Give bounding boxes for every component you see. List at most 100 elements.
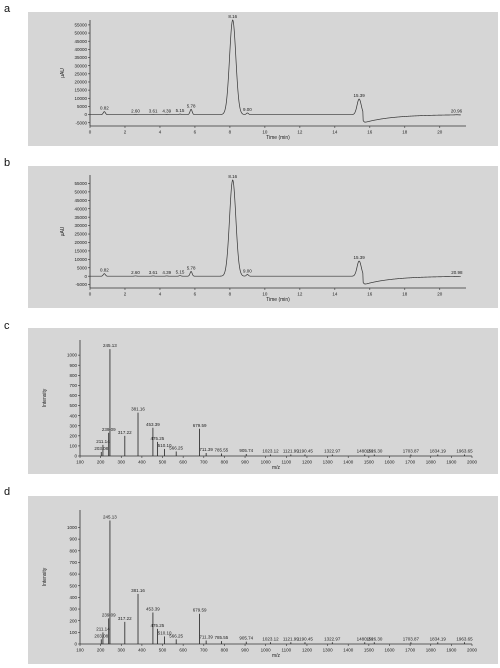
y-tick-label: 800 xyxy=(69,548,77,553)
y-tick-label: 500 xyxy=(69,583,77,588)
mass-spectrum-c: 100 200 300 400 500 600 700 800 900 1000 1100 1200 1… xyxy=(42,340,478,471)
peak-label: 1322.97 xyxy=(324,448,341,453)
x-tick-label: 16 xyxy=(367,130,373,135)
peak-label: 785.55 xyxy=(215,635,229,640)
y-tick-label: 400 xyxy=(69,413,77,418)
peak-label: 2.60 xyxy=(131,108,140,113)
x-tick-label: 500 xyxy=(159,460,167,465)
trace-line xyxy=(90,179,461,285)
x-tick-label: 0 xyxy=(89,130,92,135)
panel-letter-d: d xyxy=(4,486,11,498)
x-tick-label: 600 xyxy=(179,460,187,465)
x-tick-label: 1400 xyxy=(343,460,354,465)
x-tick-label: 16 xyxy=(367,292,373,297)
peak-label: 239.09 xyxy=(102,427,116,432)
peak-label: 475.25 xyxy=(151,436,165,441)
x-tick-label: 1300 xyxy=(323,648,334,653)
peak-label: 1963.65 xyxy=(456,636,473,641)
y-tick-label: 40000 xyxy=(74,47,87,52)
x-tick-label: 6 xyxy=(194,292,197,297)
mass-spectrum-d: 100 200 300 400 500 600 700 800 900 1000 1100 1200 1… xyxy=(42,510,478,659)
y-tick-label: 50000 xyxy=(74,31,87,36)
x-tick-label: 200 xyxy=(97,648,105,653)
y-tick-label: 600 xyxy=(69,393,77,398)
x-tick-label: 100 xyxy=(76,460,84,465)
x-tick-label: 800 xyxy=(221,460,229,465)
x-tick-label: 20 xyxy=(437,130,443,135)
peak-label: 9.00 xyxy=(243,269,252,274)
y-tick-label: 700 xyxy=(69,383,77,388)
x-tick-label: 6 xyxy=(194,130,197,135)
x-axis-label: m/z xyxy=(272,465,281,471)
peak-label: 510.10 xyxy=(158,630,172,635)
y-tick-label: 20000 xyxy=(74,240,87,245)
trace-line xyxy=(90,19,461,123)
y-tick-label: 40000 xyxy=(74,206,87,211)
peak-label: 905.74 xyxy=(239,636,253,641)
x-tick-label: 14 xyxy=(332,130,338,135)
x-tick-label: 20 xyxy=(437,292,443,297)
peak-label: 1023.12 xyxy=(262,448,279,453)
x-tick-label: 500 xyxy=(159,648,167,653)
x-axis-label: Time (min) xyxy=(266,297,290,303)
peak-label: 1526.30 xyxy=(366,636,383,641)
x-tick-label: 700 xyxy=(200,460,208,465)
x-axis-label: m/z xyxy=(272,653,281,659)
y-tick-label: 300 xyxy=(69,607,77,612)
x-tick-label: 2000 xyxy=(467,648,478,653)
y-tick-label: 400 xyxy=(69,595,77,600)
panel-letter-b: b xyxy=(4,157,11,169)
y-tick-label: 25000 xyxy=(74,71,87,76)
y-tick-label: 0 xyxy=(84,274,87,279)
x-tick-label: 400 xyxy=(138,460,146,465)
peak-label: 679.59 xyxy=(193,423,207,428)
x-tick-label: 900 xyxy=(241,648,249,653)
peak-label: 3.61 xyxy=(149,108,158,113)
mass-spectrum-panel-c: 100 200 300 400 500 600 700 800 900 1000 1100 1200 1… xyxy=(28,328,498,474)
y-tick-label: 45000 xyxy=(74,198,87,203)
y-tick-label: 25000 xyxy=(74,232,87,237)
peak-label: 20.98 xyxy=(451,270,463,275)
y-tick-label: 35000 xyxy=(74,215,87,220)
peak-label: 1526.30 xyxy=(366,448,383,453)
peak-label: 1190.45 xyxy=(297,448,313,453)
peak-label: 1834.19 xyxy=(430,636,447,641)
x-tick-label: 2000 xyxy=(467,460,478,465)
x-tick-label: 10 xyxy=(262,130,268,135)
peak-label: 3.61 xyxy=(149,270,158,275)
x-tick-label: 1100 xyxy=(281,648,291,653)
x-tick-label: 2 xyxy=(124,292,127,297)
peak-label: 1121.99 xyxy=(283,636,299,641)
peak-label: 1963.65 xyxy=(456,448,473,453)
peak-label: 711.39 xyxy=(199,447,213,452)
peak-label: 475.25 xyxy=(151,623,165,628)
y-tick-label: 800 xyxy=(69,373,77,378)
x-tick-label: 18 xyxy=(402,130,408,135)
y-tick-label: 0 xyxy=(74,454,77,459)
peak-label: 0.82 xyxy=(100,268,109,273)
y-axis-label: Intensity xyxy=(42,388,48,407)
panel-letter-c: c xyxy=(4,320,10,332)
y-tick-label: 5000 xyxy=(77,265,88,270)
x-tick-label: 4 xyxy=(159,292,162,297)
y-tick-label: 15000 xyxy=(74,88,87,93)
peak-label: 1703.87 xyxy=(403,448,420,453)
x-tick-label: 1700 xyxy=(405,648,416,653)
peak-label: 905.74 xyxy=(239,448,253,453)
peak-label: 510.10 xyxy=(158,443,172,448)
peak-label: 15.39 xyxy=(354,255,366,260)
chromatogram-a: 0 2 4 6 8 10 12 14 16 18 20-5000050001000015000200… xyxy=(60,14,466,141)
x-tick-label: 800 xyxy=(221,648,229,653)
peak-label: 5.78 xyxy=(187,265,196,270)
x-tick-label: 4 xyxy=(159,130,162,135)
y-tick-label: 5000 xyxy=(77,104,88,109)
panel-letter-a: a xyxy=(4,3,11,15)
peak-label: 381.16 xyxy=(131,407,145,412)
x-tick-label: 900 xyxy=(241,460,249,465)
peak-label: 4.39 xyxy=(162,108,171,113)
y-tick-label: 900 xyxy=(69,363,77,368)
y-tick-label: 55000 xyxy=(74,22,87,27)
x-tick-label: 300 xyxy=(118,460,126,465)
peak-label: 211.14 xyxy=(96,439,110,444)
peak-label: 5.15 xyxy=(176,270,185,275)
